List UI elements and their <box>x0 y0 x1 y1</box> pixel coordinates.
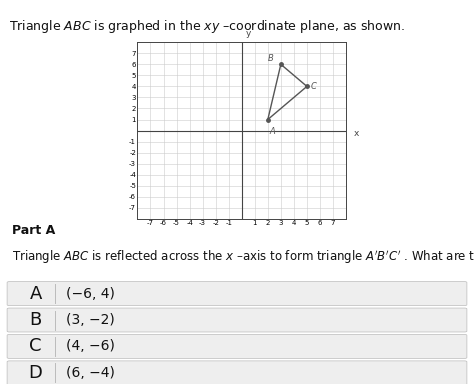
Text: (6, −4): (6, −4) <box>66 366 115 380</box>
FancyBboxPatch shape <box>7 361 467 384</box>
FancyBboxPatch shape <box>7 334 467 358</box>
Text: y: y <box>246 29 251 38</box>
FancyBboxPatch shape <box>7 308 467 332</box>
Text: D: D <box>28 364 43 382</box>
Text: (4, −6): (4, −6) <box>66 339 115 353</box>
FancyBboxPatch shape <box>7 281 467 306</box>
Text: Part A: Part A <box>12 224 55 237</box>
Text: Triangle $ABC$ is reflected across the $x$ –axis to form triangle $A'B'C'$ . Wha: Triangle $ABC$ is reflected across the $… <box>12 248 474 266</box>
Text: x: x <box>354 129 359 138</box>
Text: $B$: $B$ <box>267 52 274 63</box>
Text: $C$: $C$ <box>310 80 317 91</box>
Text: $A$: $A$ <box>269 125 277 136</box>
Text: C: C <box>29 338 42 356</box>
Text: B: B <box>29 311 42 329</box>
Text: (−6, 4): (−6, 4) <box>66 286 115 301</box>
Text: Triangle $ABC$ is graphed in the $xy$ –coordinate plane, as shown.: Triangle $ABC$ is graphed in the $xy$ –c… <box>9 18 406 35</box>
Text: A: A <box>29 285 42 303</box>
Text: (3, −2): (3, −2) <box>66 313 115 327</box>
